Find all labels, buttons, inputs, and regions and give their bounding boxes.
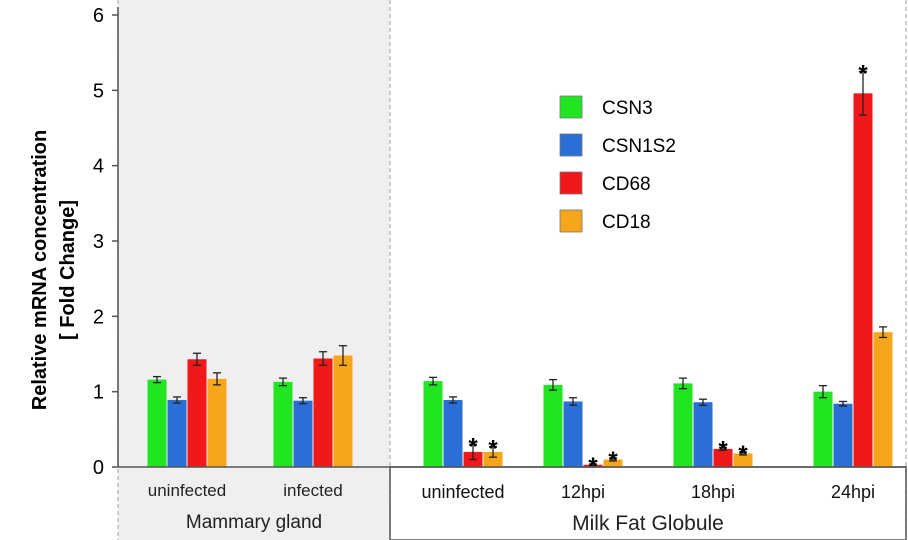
x-tick-label: uninfected — [148, 481, 226, 500]
bar-cd68 — [713, 448, 733, 467]
bar-csn3 — [273, 381, 293, 467]
bar-csn3 — [543, 384, 563, 467]
bar-csn1s2 — [563, 401, 583, 467]
bar-csn1s2 — [167, 399, 187, 467]
legend-label-csn1s2: CSN1S2 — [602, 136, 676, 157]
bar-cd18 — [333, 355, 353, 467]
bar-csn3 — [673, 383, 693, 467]
group-label-mammary-gland: Mammary gland — [186, 512, 322, 533]
bar-csn3 — [423, 381, 443, 467]
legend-swatch-cd68 — [559, 171, 583, 195]
x-tick-label: 24hpi — [831, 482, 875, 502]
significance-marker: * — [718, 436, 728, 463]
significance-marker: * — [608, 447, 618, 474]
bar-csn1s2 — [693, 402, 713, 467]
y-tick-label: 5 — [93, 80, 104, 102]
bar-csn3 — [147, 379, 167, 467]
bar-cd68 — [313, 358, 333, 467]
bar-cd18 — [603, 459, 623, 467]
x-tick-label: infected — [283, 481, 343, 500]
x-tick-label: uninfected — [421, 482, 504, 502]
group-label-milk-fat-globule: Milk Fat Globule — [572, 512, 724, 535]
y-tick-label: 3 — [93, 231, 104, 253]
bar-cd68 — [187, 359, 207, 467]
bar-csn1s2 — [833, 403, 853, 467]
x-tick-label: 12hpi — [561, 482, 605, 502]
bar-csn1s2 — [293, 400, 313, 467]
legend-swatch-csn3 — [559, 95, 583, 119]
bar-cd18 — [873, 332, 893, 467]
y-axis-label-line1: Relative mRNA concentration — [29, 130, 51, 410]
legend-label-cd18: CD18 — [602, 212, 651, 233]
x-tick-label: 18hpi — [691, 482, 735, 502]
bar-cd68 — [853, 93, 873, 467]
legend-swatch-cd18 — [559, 209, 583, 233]
y-tick-label: 6 — [93, 5, 104, 27]
bar-csn3 — [813, 391, 833, 467]
legend-label-csn3: CSN3 — [602, 98, 653, 119]
y-tick-label: 2 — [93, 306, 104, 328]
legend-label-cd68: CD68 — [602, 174, 651, 195]
legend-swatch-csn1s2 — [559, 133, 583, 157]
bar-cd18 — [483, 451, 503, 467]
significance-marker: * — [858, 61, 868, 88]
significance-marker: * — [488, 436, 498, 463]
y-axis-label-line2: [ Fold Change] — [57, 200, 79, 340]
bar-cd18 — [207, 378, 227, 467]
significance-marker: * — [738, 441, 748, 468]
y-tick-label: 4 — [93, 156, 104, 178]
mammary-gland-label-box — [118, 467, 390, 540]
y-tick-label: 1 — [93, 382, 104, 404]
significance-marker: * — [468, 433, 478, 460]
bar-cd18 — [733, 453, 753, 467]
bar-csn1s2 — [443, 399, 463, 467]
y-tick-label: 0 — [93, 457, 104, 479]
